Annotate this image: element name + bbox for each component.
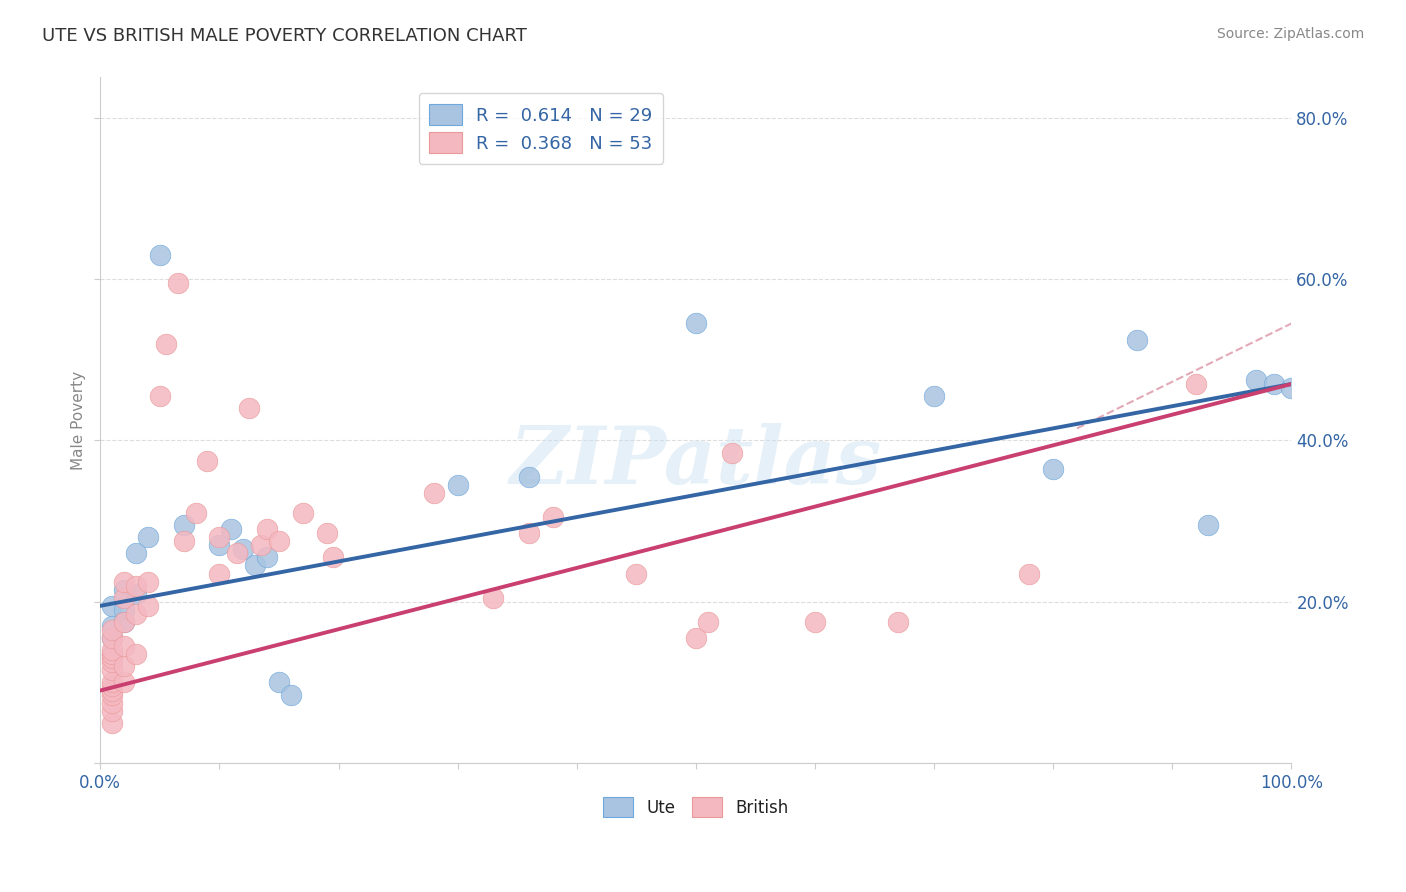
Point: [101, 631, 124, 645]
Point: [101, 631, 124, 645]
Point: [125, 607, 148, 621]
Point: [136, 599, 159, 613]
Point: [238, 401, 260, 416]
Point: [887, 615, 910, 629]
Point: [184, 506, 207, 520]
Point: [720, 445, 742, 459]
Point: [1018, 566, 1040, 581]
Point: [226, 546, 249, 560]
Point: [243, 558, 266, 573]
Point: [208, 566, 231, 581]
Point: [101, 623, 124, 637]
Point: [101, 599, 124, 613]
Point: [1042, 461, 1064, 475]
Text: Source: ZipAtlas.com: Source: ZipAtlas.com: [1216, 27, 1364, 41]
Point: [208, 530, 231, 544]
Point: [136, 574, 159, 589]
Point: [804, 615, 827, 629]
Point: [267, 675, 290, 690]
Text: ZIPatlas: ZIPatlas: [510, 423, 882, 500]
Point: [922, 389, 945, 403]
Point: [101, 683, 124, 698]
Point: [125, 546, 148, 560]
Point: [322, 550, 344, 565]
Point: [1185, 376, 1208, 391]
Point: [101, 675, 124, 690]
Point: [149, 248, 172, 262]
Point: [280, 688, 302, 702]
Point: [173, 534, 195, 549]
Point: [101, 647, 124, 661]
Legend: Ute, British: Ute, British: [596, 791, 796, 823]
Point: [155, 336, 177, 351]
Point: [267, 534, 290, 549]
Point: [112, 639, 135, 653]
Point: [112, 659, 135, 673]
Point: [112, 675, 135, 690]
Point: [101, 643, 124, 657]
Point: [256, 550, 278, 565]
Point: [112, 615, 135, 629]
Point: [256, 522, 278, 536]
Point: [1281, 381, 1303, 395]
Point: [101, 688, 124, 702]
Point: [232, 542, 254, 557]
Point: [149, 389, 172, 403]
Point: [101, 664, 124, 678]
Point: [517, 469, 540, 483]
Point: [125, 579, 148, 593]
Point: [112, 574, 135, 589]
Point: [1244, 373, 1267, 387]
Point: [291, 506, 314, 520]
Point: [1197, 518, 1219, 533]
Point: [1263, 376, 1285, 391]
Point: [626, 566, 648, 581]
Point: [101, 619, 124, 633]
Point: [112, 603, 135, 617]
Point: [315, 526, 337, 541]
Point: [112, 582, 135, 597]
Point: [208, 538, 231, 552]
Point: [101, 651, 124, 665]
Point: [685, 631, 707, 645]
Point: [112, 615, 135, 629]
Point: [101, 655, 124, 669]
Point: [101, 704, 124, 718]
Point: [112, 591, 135, 605]
Point: [125, 587, 148, 601]
Y-axis label: Male Poverty: Male Poverty: [72, 371, 86, 470]
Text: UTE VS BRITISH MALE POVERTY CORRELATION CHART: UTE VS BRITISH MALE POVERTY CORRELATION …: [42, 27, 527, 45]
Point: [166, 276, 188, 290]
Point: [1125, 333, 1147, 347]
Point: [482, 591, 505, 605]
Point: [517, 526, 540, 541]
Point: [250, 538, 273, 552]
Point: [101, 680, 124, 694]
Point: [173, 518, 195, 533]
Point: [101, 715, 124, 730]
Point: [197, 453, 219, 467]
Point: [696, 615, 718, 629]
Point: [125, 647, 148, 661]
Point: [446, 478, 468, 492]
Point: [685, 317, 707, 331]
Point: [136, 530, 159, 544]
Point: [101, 647, 124, 661]
Point: [541, 510, 564, 524]
Point: [101, 696, 124, 710]
Point: [221, 522, 243, 536]
Point: [423, 486, 446, 500]
